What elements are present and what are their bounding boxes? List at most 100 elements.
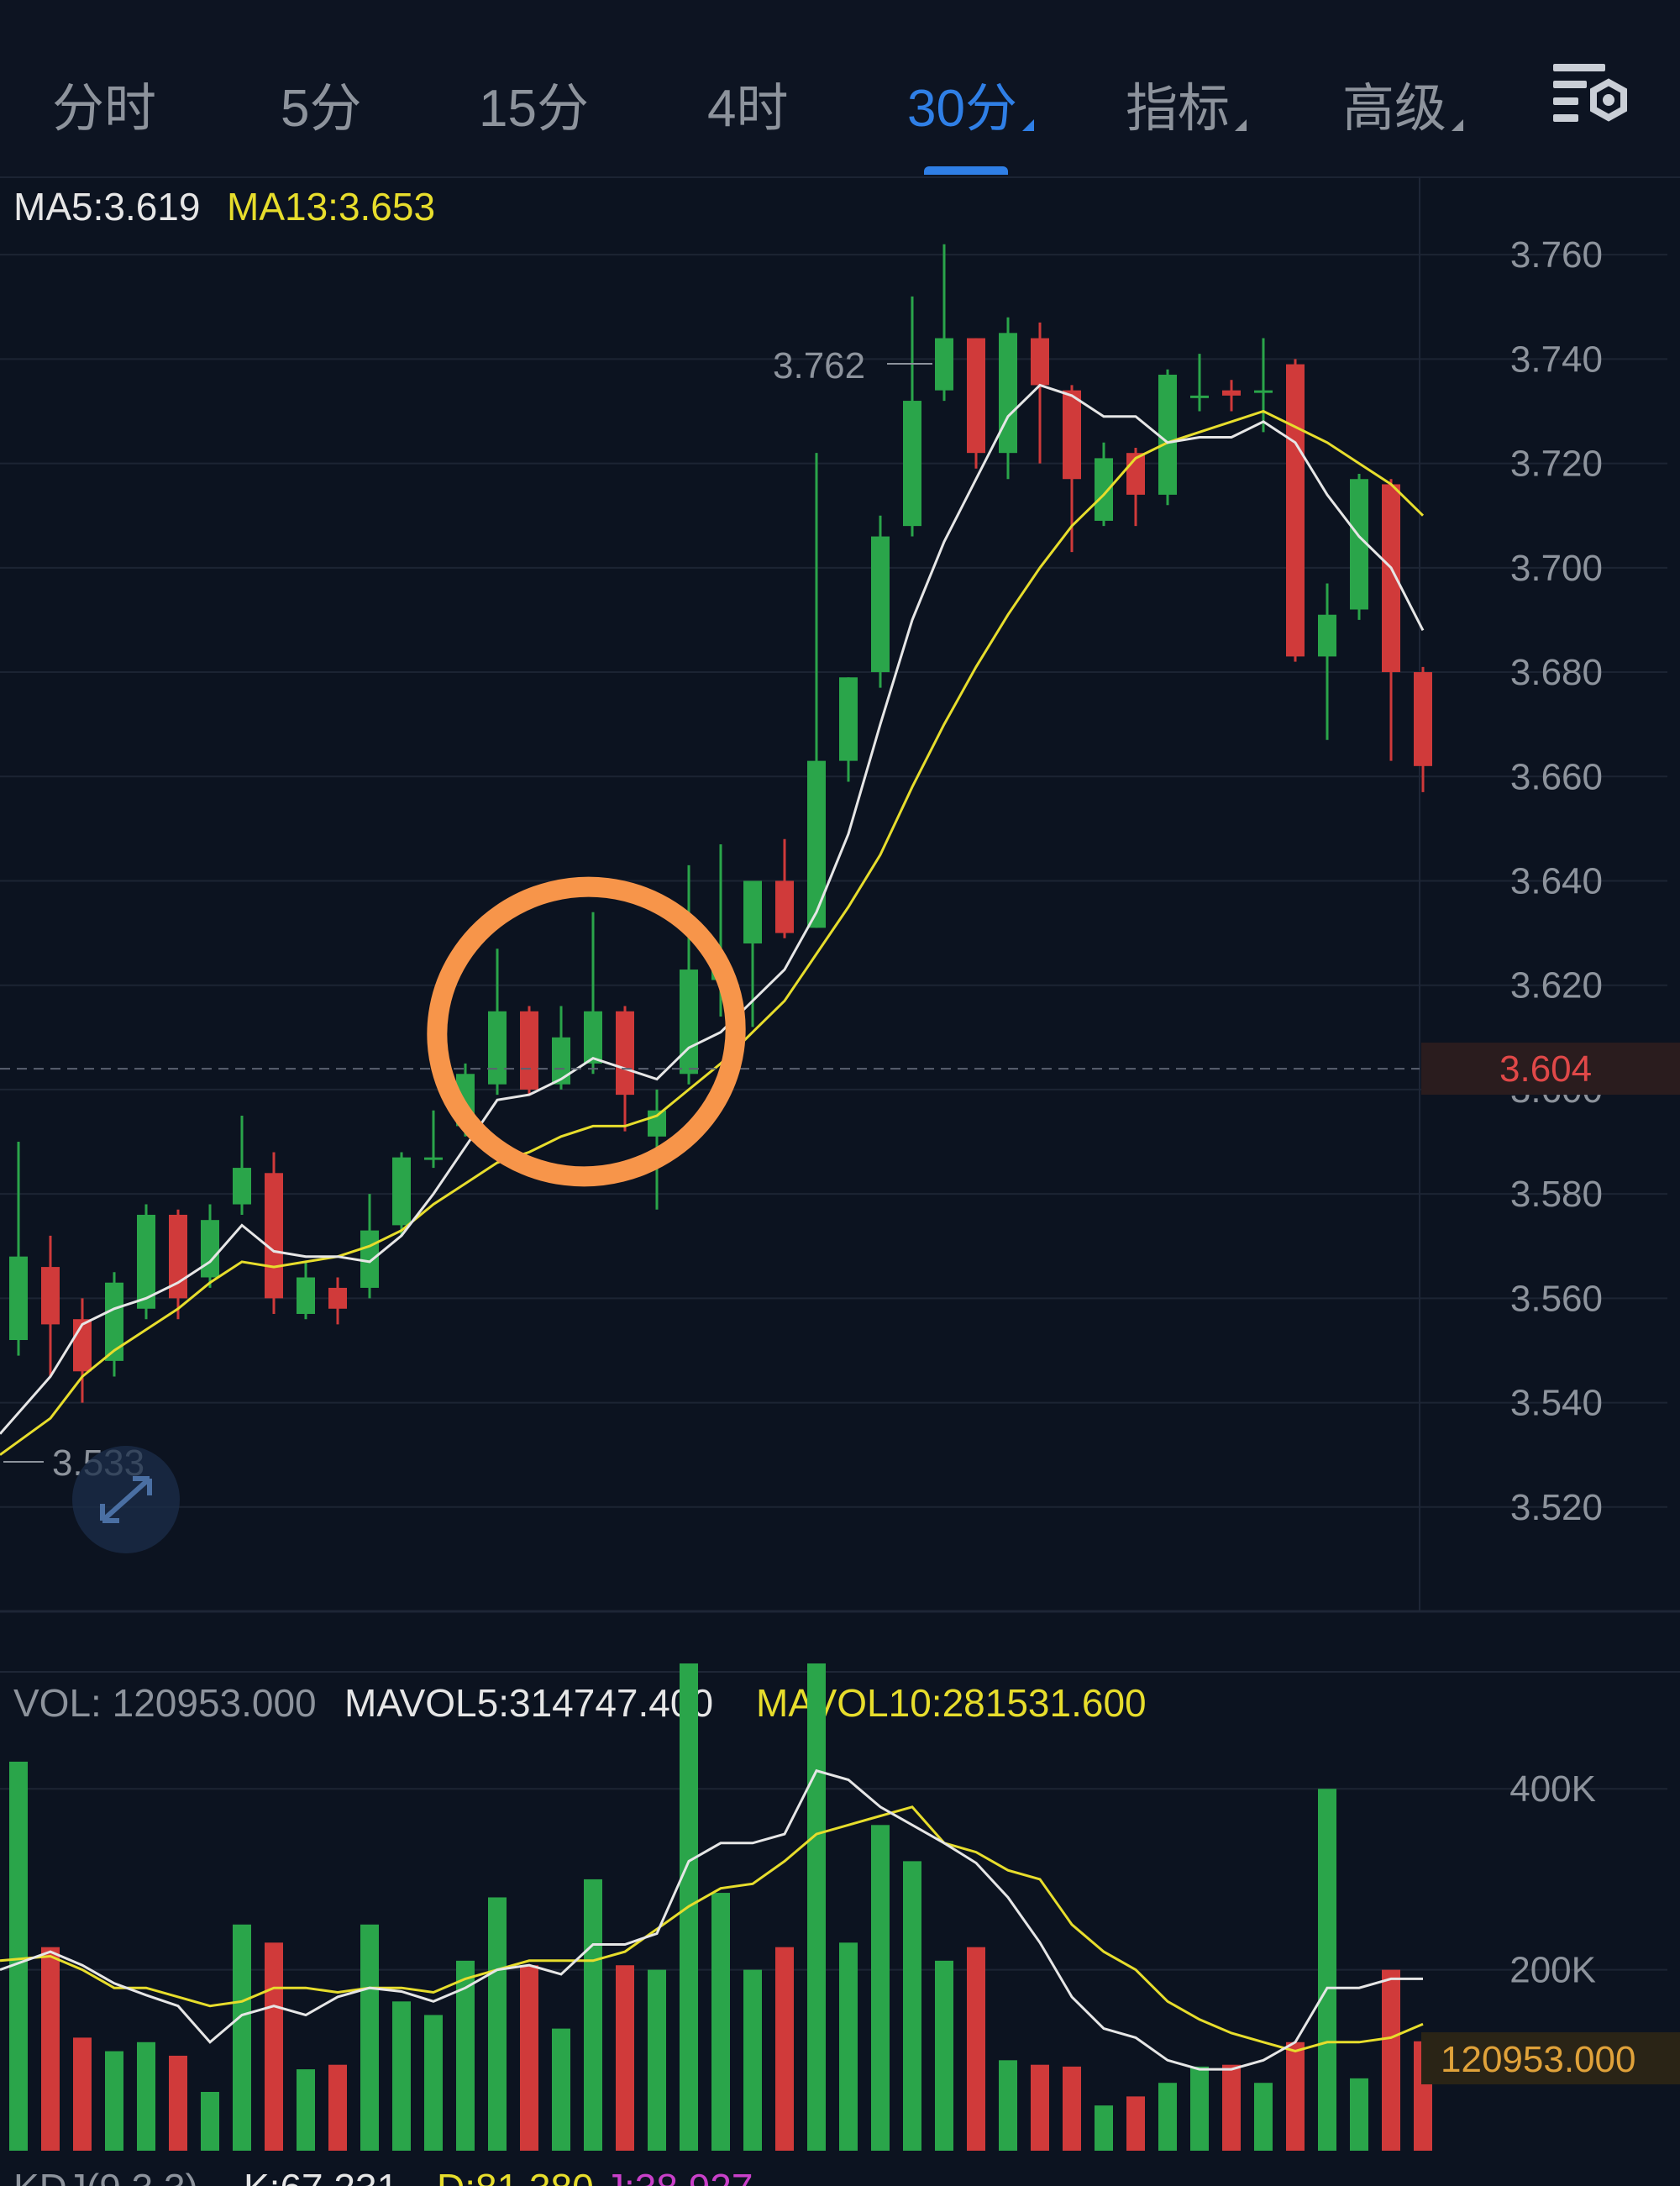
volume-bar (488, 1897, 507, 2151)
candle-down (41, 1267, 60, 1325)
candle-down (775, 880, 794, 933)
candle-up (297, 1277, 315, 1314)
active-tab-indicator (924, 166, 1008, 175)
volume-bar (360, 1924, 379, 2151)
volume-bar (1126, 2096, 1145, 2151)
volume-bar (137, 2041, 155, 2151)
volume-bar (1095, 2105, 1113, 2151)
volume-bar (169, 2055, 187, 2151)
last-volume-label: 120953.000 (1441, 2039, 1635, 2080)
chart-settings-icon[interactable] (1550, 60, 1634, 136)
volume-bar (903, 1861, 921, 2151)
volume-bar (201, 2092, 219, 2151)
candle-up (839, 677, 858, 761)
svg-text:KDJ(9,3,3): KDJ(9,3,3) (13, 2166, 198, 2186)
candle-down (967, 338, 985, 454)
candle-up (360, 1230, 379, 1288)
volume-bar (520, 1965, 538, 2151)
candle-up (903, 401, 921, 527)
candle-down (265, 1173, 283, 1299)
volume-bar (999, 2060, 1017, 2151)
candle-down (1382, 484, 1400, 673)
volume-bar (1286, 2041, 1305, 2151)
tab-4h[interactable]: 4时 (707, 80, 789, 138)
candle-down (1286, 364, 1305, 657)
candle-down (328, 1287, 347, 1309)
candle-up (1095, 458, 1113, 521)
price-tick-label: 3.720 (1510, 444, 1603, 485)
volume-bar (584, 1879, 602, 2151)
dropdown-corner-icon (1235, 119, 1247, 131)
mavol5-legend: MAVOL5:314747.400 (344, 1681, 713, 1725)
volume-bar (73, 2037, 92, 2151)
dropdown-corner-icon (1452, 119, 1464, 131)
candle-down (169, 1214, 187, 1299)
candle-down (616, 1011, 634, 1096)
price-tick-label: 3.560 (1510, 1278, 1603, 1319)
candle-up (105, 1282, 123, 1361)
candle-down (73, 1319, 92, 1372)
volume-bar (392, 2001, 411, 2151)
price-tick-label: 3.700 (1510, 548, 1603, 589)
volume-bar (935, 1960, 953, 2151)
last-price-label: 3.604 (1499, 1048, 1592, 1090)
volume-bar (648, 1969, 666, 2151)
volume-bar (1190, 2066, 1209, 2151)
tab-fenshi[interactable]: 分时 (52, 80, 157, 138)
candle-up (552, 1037, 570, 1085)
candle-up (137, 1214, 155, 1309)
period-tab-bar: 分时 5分 15分 4时 30分 指标 高级 (0, 0, 1680, 178)
volume-bar (1031, 2064, 1049, 2151)
volume-bar (1158, 2083, 1177, 2151)
volume-tick-label: 200K (1509, 1950, 1596, 1991)
candle-up (584, 1011, 602, 1064)
volume-bar (711, 1893, 730, 2151)
kdj-legend-partial: KDJ(9,3,3) K:67.231 D:81.380 J:38.927 (13, 2166, 753, 2186)
volume-bar (9, 1761, 28, 2151)
tab-5min[interactable]: 5分 (281, 80, 362, 138)
tab-30min[interactable]: 30分 (907, 66, 1034, 141)
mavol5-line (0, 1768, 1423, 2071)
ma13-line (0, 409, 1425, 1456)
volume-bar (297, 2069, 315, 2151)
svg-text:K:67.231: K:67.231 (244, 2166, 398, 2186)
last-volume-box (1421, 2032, 1680, 2084)
candle-up (424, 1157, 443, 1160)
last-price-box (1421, 1043, 1680, 1096)
volume-bar (105, 2051, 123, 2151)
vol-legend: VOL: 120953.000 (13, 1681, 317, 1725)
tab-15min[interactable]: 15分 (479, 80, 589, 138)
price-tick-label: 3.660 (1510, 756, 1603, 797)
volume-bar (616, 1965, 634, 2151)
volume-bar (328, 2064, 347, 2151)
volume-bar (1222, 2064, 1241, 2151)
tab-indicators[interactable]: 指标 (1126, 66, 1247, 141)
candle-up (488, 1011, 507, 1085)
price-tick-label: 3.520 (1510, 1487, 1603, 1528)
volume-bar (967, 1947, 985, 2151)
candle-up (999, 333, 1017, 454)
price-tick-label: 3.760 (1510, 234, 1603, 276)
candle-up (1190, 395, 1209, 398)
expand-button[interactable] (72, 1446, 180, 1553)
price-tick-label: 3.680 (1510, 652, 1603, 693)
volume-bar (807, 1663, 826, 2151)
annotation-circle (427, 876, 746, 1187)
volume-axis: 200K 400K (1509, 1768, 1596, 1990)
volume-bar (1254, 2083, 1273, 2151)
volume-bar (743, 1969, 762, 2151)
price-tick-label: 3.620 (1510, 965, 1603, 1006)
candle-up (201, 1220, 219, 1278)
candle-up (680, 970, 698, 1075)
mavol10-line (0, 1805, 1424, 2053)
candle-up (1158, 375, 1177, 495)
volume-bar (41, 1947, 60, 2151)
candle-up (233, 1168, 251, 1205)
volume-bar (871, 1825, 890, 2151)
tab-advanced[interactable]: 高级 (1342, 66, 1464, 141)
dropdown-corner-icon (1021, 119, 1034, 131)
candlesticks (9, 244, 1432, 1403)
volume-bar (424, 2015, 443, 2151)
volume-tick-label: 400K (1509, 1768, 1596, 1810)
